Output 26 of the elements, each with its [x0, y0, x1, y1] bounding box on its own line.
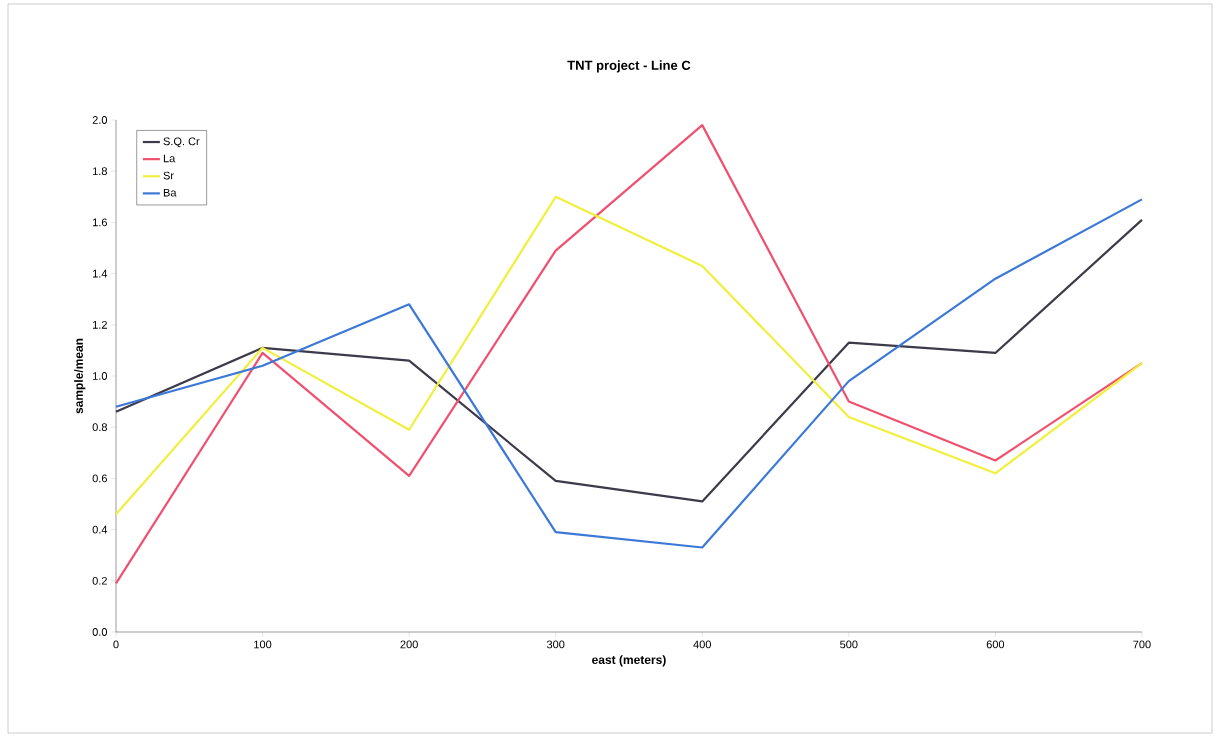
x-tick-label: 300: [546, 640, 565, 649]
x-tick-label: 400: [693, 640, 711, 649]
legend-label: S.Q. Cr: [163, 137, 200, 148]
x-tick-label: 600: [986, 640, 1005, 649]
y-tick-label: 1.8: [93, 167, 107, 176]
y-tick-label: 1.0: [93, 372, 108, 380]
legend-label: Sr: [163, 171, 174, 180]
chart-title: TNT project - Line C: [567, 60, 691, 73]
legend-label: Ba: [163, 188, 177, 197]
y-tick-label: 0.2: [92, 576, 107, 585]
y-tick-label: 1.4: [93, 269, 108, 278]
y-tick-label: 0.8: [92, 423, 107, 432]
y-tick-label: 0.0: [92, 628, 108, 636]
x-tick-label: 0: [113, 640, 119, 649]
y-axis-title: sample/mean: [74, 338, 86, 414]
y-tick-label: 1.6: [93, 218, 107, 227]
y-tick-label: 2.0: [92, 116, 108, 124]
legend-label: La: [163, 154, 176, 163]
x-tick-label: 100: [254, 640, 272, 649]
x-tick-label: 500: [840, 640, 858, 649]
y-tick-label: 0.4: [92, 525, 108, 534]
x-tick-label: 200: [400, 640, 418, 649]
y-tick-label: 1.2: [93, 320, 107, 329]
x-axis-title: east (meters): [592, 655, 666, 667]
y-tick-label: 0.6: [92, 474, 107, 483]
x-tick-label: 700: [1133, 640, 1151, 649]
